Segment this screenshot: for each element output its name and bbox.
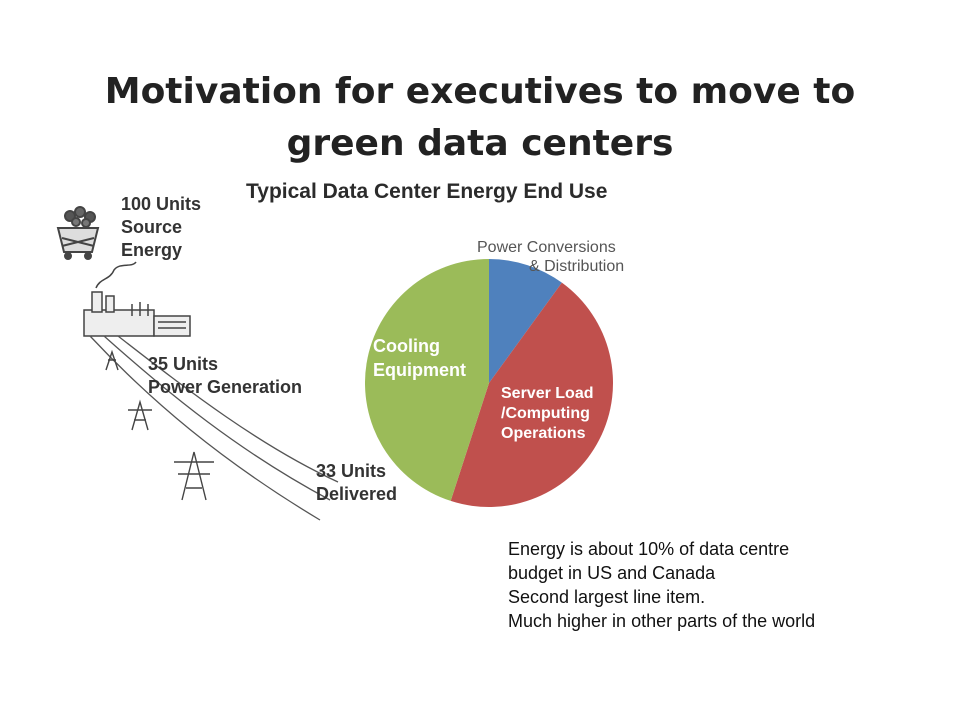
generation-line: Power Generation [148, 377, 303, 397]
pie-slice-3 [365, 259, 489, 501]
transmission-tower-icon [105, 349, 214, 501]
note-line-4: Much higher in other parts of the world [508, 611, 816, 631]
chart-title: Typical Data Center Energy End Use [246, 180, 608, 203]
delivered-units: 33 Units [316, 461, 387, 481]
title-line-1: Motivation for executives to move to [104, 71, 856, 113]
note-line-3: Second largest line item. [508, 587, 706, 607]
slide-title: Motivation for executives to move to gre… [60, 66, 900, 170]
energy-line: Energy [121, 240, 183, 260]
note-line-1: Energy is about 10% of data centre [508, 539, 790, 559]
pie-slice-2 [450, 282, 613, 507]
delivered-label: 33 Units Delivered [316, 460, 397, 506]
pie-label-2: Server Load/Computing Operations [501, 385, 593, 442]
generation-units: 35 Units [148, 354, 219, 374]
source-units: 100 Units [121, 194, 202, 214]
pie-label-3: Cooling Equipment [373, 336, 466, 380]
power-plant-icon [83, 261, 191, 337]
delivered-line: Delivered [316, 484, 398, 504]
notes: Energy is about 10% of data centre budge… [508, 537, 948, 633]
note-line-2: budget in US and Canada [508, 563, 716, 583]
coal-cart-icon [56, 206, 100, 260]
power-generation-label: 35 Units Power Generation [148, 353, 302, 399]
source-energy-label: 100 Units Source Energy [121, 193, 201, 262]
pie-label-1: Power Conversions & Distribution [477, 239, 624, 275]
pie-slice-1 [489, 259, 562, 383]
title-line-2: green data centers [286, 123, 674, 165]
source-line: Source [121, 217, 183, 237]
